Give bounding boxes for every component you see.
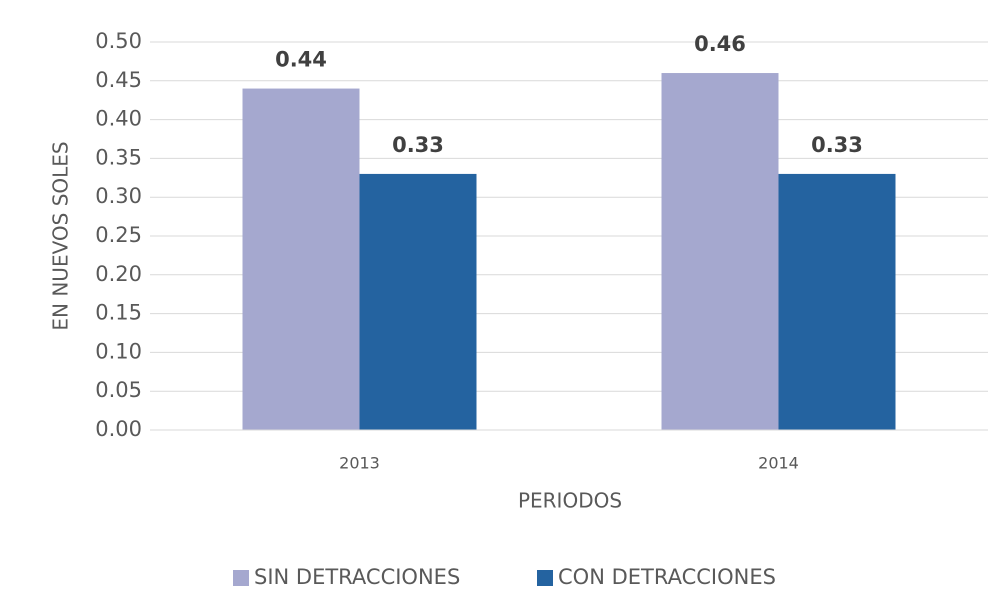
- y-tick-label: 0.25: [95, 223, 142, 247]
- y-tick-label: 0.15: [95, 301, 142, 325]
- legend-label: CON DETRACCIONES: [558, 565, 776, 589]
- y-tick-label: 0.00: [95, 417, 142, 441]
- bar: [779, 174, 896, 430]
- legend-label: SIN DETRACCIONES: [254, 565, 460, 589]
- y-tick-label: 0.05: [95, 378, 142, 402]
- bar: [243, 89, 360, 430]
- legend-swatch: [537, 570, 553, 586]
- y-axis-title: EN NUEVOS SOLES: [49, 141, 73, 330]
- chart: PERIODOS EN NUEVOS SOLES 0.00 0.05 0.10 0.1…: [0, 0, 999, 611]
- bar: [360, 174, 477, 430]
- x-axis-title: PERIODOS: [518, 489, 622, 513]
- y-tick-label: 0.30: [95, 184, 142, 208]
- value-label: 0.33: [811, 133, 863, 157]
- value-label: 0.44: [275, 48, 327, 72]
- y-tick-label: 0.35: [95, 145, 142, 169]
- value-label: 0.33: [392, 133, 444, 157]
- legend-swatch: [233, 570, 249, 586]
- x-tick-label: 2014: [758, 454, 799, 473]
- y-tick-label: 0.20: [95, 262, 142, 286]
- value-label: 0.46: [694, 32, 746, 56]
- bar: [662, 73, 779, 430]
- x-tick-label: 2013: [339, 454, 380, 473]
- y-tick-label: 0.45: [95, 68, 142, 92]
- y-tick-label: 0.50: [95, 29, 142, 53]
- y-tick-label: 0.40: [95, 107, 142, 131]
- y-tick-label: 0.10: [95, 339, 142, 363]
